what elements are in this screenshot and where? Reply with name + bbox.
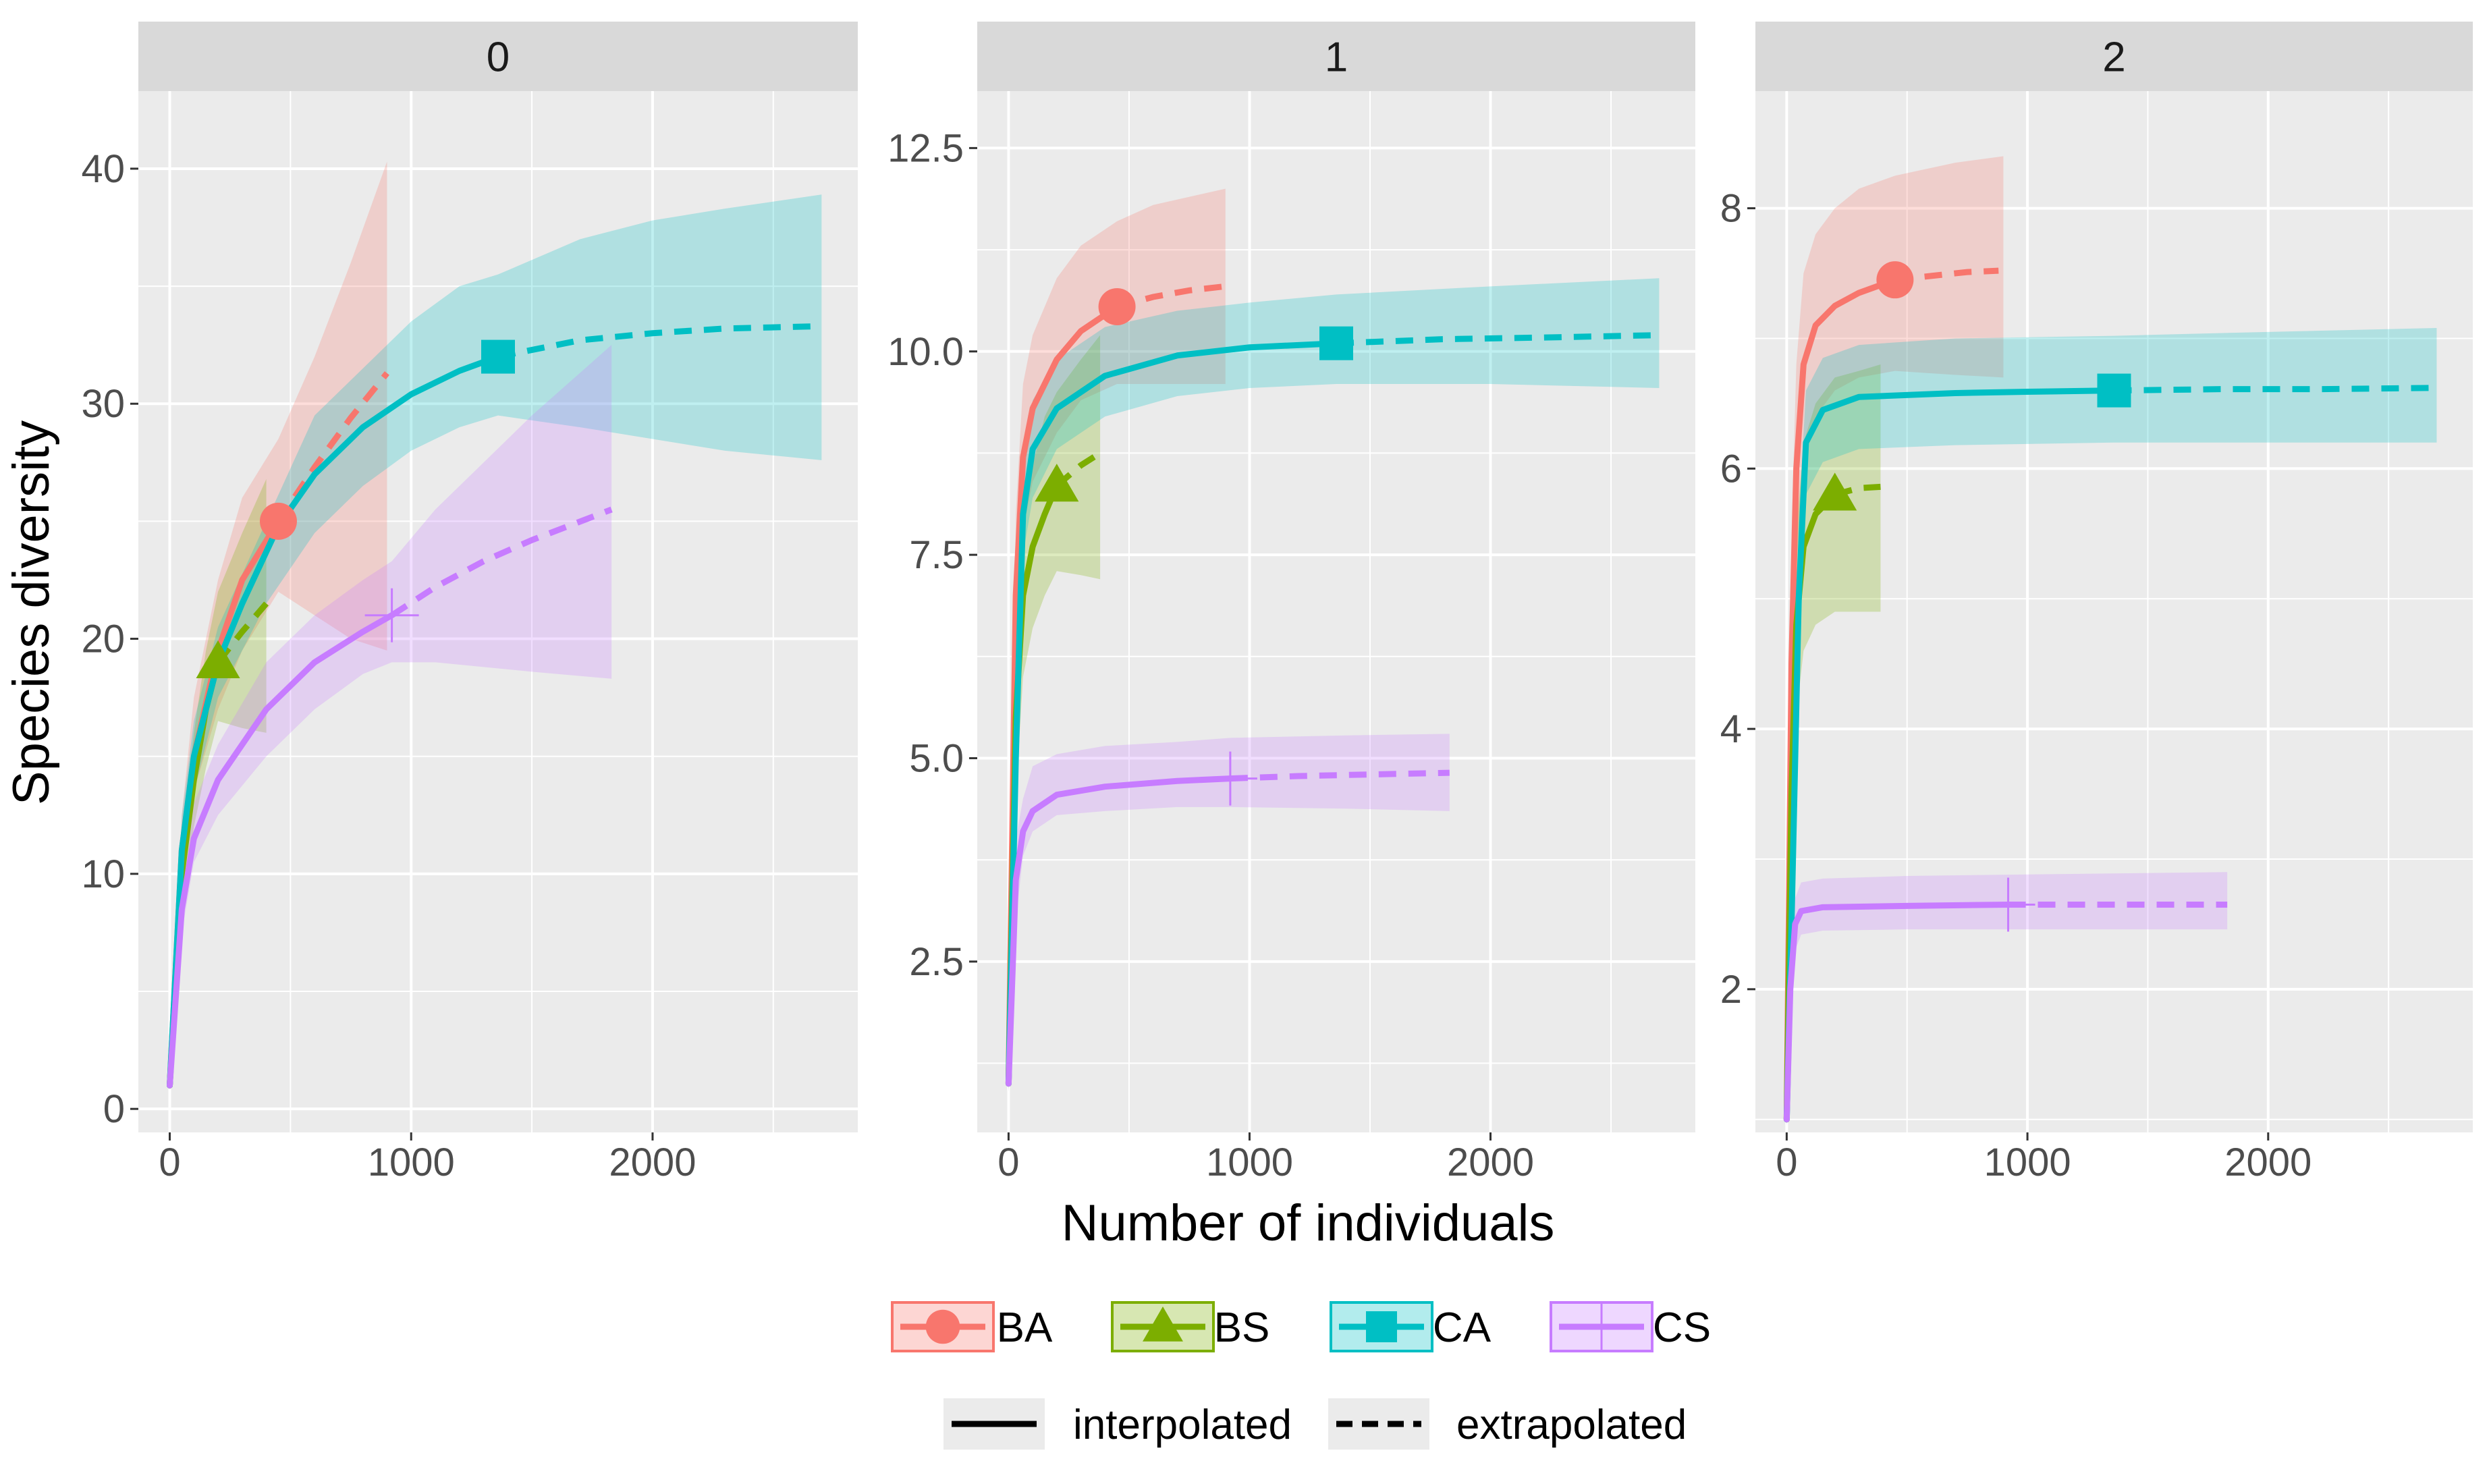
line-CA-interpolated: [1005, 340, 1340, 1087]
band-CS: [1008, 734, 1450, 1092]
legend-item-extrapolated: extrapolated: [1328, 1398, 1687, 1450]
legend-item-BA: BA: [891, 1301, 1053, 1352]
legend-item-CS: CS: [1550, 1301, 1711, 1352]
point-BA-observed: [259, 502, 297, 540]
strip-1-background: [977, 22, 1695, 91]
band-CS: [169, 345, 612, 1091]
point-BS-observed: [196, 640, 240, 679]
strip-2-label: 2: [2102, 34, 2125, 81]
band-BA: [169, 161, 387, 1091]
point-CA-observed: [1319, 326, 1353, 360]
panel-2-background: [1755, 91, 2473, 1132]
y-tick-label: 0: [103, 1087, 125, 1131]
y-tick-label: 30: [81, 382, 125, 426]
y-tick-label: 10: [81, 852, 125, 896]
line-CA-extrapolated: [1336, 332, 1660, 347]
point-CS-observed: [1981, 877, 2035, 932]
x-tick-label: 1000: [1206, 1141, 1293, 1184]
line-CA-interpolated: [1783, 387, 2117, 1123]
y-axis-title: Species diversity: [3, 420, 60, 805]
y-tick-label: 12.5: [887, 126, 964, 170]
x-tick-label: 2000: [1447, 1141, 1534, 1184]
line-BA-interpolated: [1783, 277, 1898, 1123]
panel-1-background: [977, 91, 1695, 1132]
legend-key-BS-symbol: [1143, 1307, 1183, 1342]
band-BS: [1008, 335, 1101, 1092]
line-CS-interpolated: [1783, 901, 2012, 1123]
x-tick-label: 0: [997, 1141, 1019, 1184]
strip-1-label: 1: [1325, 34, 1348, 81]
point-CA-observed: [481, 339, 515, 374]
x-tick-label: 2000: [609, 1141, 696, 1184]
panel-0-plot-area: [167, 161, 822, 1091]
band-CS: [1786, 872, 2228, 1126]
legend-label-CS: CS: [1653, 1304, 1711, 1351]
legend-item-BS: BS: [1111, 1301, 1270, 1352]
line-CA-extrapolated: [2114, 385, 2437, 394]
band-BS: [1786, 364, 1881, 1126]
point-CS-observed: [364, 588, 419, 642]
strip-0-background: [138, 22, 858, 91]
band-CA: [169, 194, 822, 1091]
point-BS-observed: [1035, 464, 1079, 502]
line-CS-interpolated: [167, 612, 395, 1089]
panel-1: 1 0 1000 2000 2.5 5.0 7.5 10.0 12.5: [887, 22, 1695, 1184]
line-CS-extrapolated: [1230, 769, 1450, 782]
legend-key-CA-symbol: [1366, 1311, 1397, 1342]
band-CA: [1008, 278, 1660, 1092]
point-CA-observed: [2097, 373, 2131, 408]
legend-label-BS: BS: [1214, 1304, 1270, 1351]
legend-label-CA: CA: [1433, 1304, 1492, 1351]
band-BA: [1786, 156, 2004, 1126]
legend-label-interpolated: interpolated: [1073, 1402, 1292, 1448]
x-tick-label: 1000: [368, 1141, 455, 1184]
point-BA-observed: [1098, 287, 1136, 325]
strip-0-label: 0: [487, 34, 510, 81]
y-tick-label: 5.0: [909, 736, 964, 780]
strip-2-background: [1755, 22, 2473, 91]
legend-key-BA-symbol: [925, 1309, 960, 1344]
y-tick-label: 8: [1720, 187, 1742, 231]
panel-1-plot-area: [1005, 188, 1660, 1092]
y-tick-label: 2: [1720, 968, 1742, 1012]
y-tick-label: 10.0: [887, 330, 964, 374]
x-tick-label: 0: [159, 1141, 180, 1184]
y-tick-label: 40: [81, 147, 125, 191]
line-CS-extrapolated: [390, 506, 613, 618]
legend-item-CA: CA: [1330, 1301, 1492, 1352]
legend-label-BA: BA: [997, 1304, 1053, 1351]
line-BA-extrapolated: [275, 371, 389, 523]
panel-2-plot-area: [1783, 156, 2437, 1126]
point-BA-observed: [1876, 261, 1914, 299]
y-tick-label: 20: [81, 617, 125, 661]
y-tick-label: 7.5: [909, 533, 964, 577]
line-BA-extrapolated: [1116, 283, 1226, 310]
y-tick-label: 2.5: [909, 940, 964, 984]
point-CS-observed: [1203, 751, 1257, 806]
legend-item-interpolated: interpolated: [943, 1398, 1292, 1450]
x-tick-label: 0: [1776, 1141, 1797, 1184]
line-CS-interpolated: [1005, 775, 1234, 1087]
legend-label-extrapolated: extrapolated: [1456, 1402, 1687, 1448]
point-BS-observed: [1813, 472, 1857, 511]
legend-key-CS-symbol: [1577, 1302, 1626, 1352]
line-BA-interpolated: [1005, 303, 1120, 1087]
line-BS-extrapolated: [215, 601, 269, 665]
band-BA: [1008, 188, 1226, 1092]
y-tick-label: 6: [1720, 447, 1742, 491]
x-tick-label: 1000: [1984, 1141, 2071, 1184]
band-CA: [1786, 328, 2437, 1126]
legend: BA BS CA CS interpolated extrapolated: [891, 1301, 1711, 1450]
x-axis-title: Number of individuals: [1062, 1194, 1555, 1252]
line-CA-extrapolated: [497, 323, 822, 360]
y-tick-label: 4: [1720, 707, 1742, 751]
x-tick-label: 2000: [2224, 1141, 2312, 1184]
panel-2: 2 0 1000 2000 2 4 6 8: [1720, 22, 2473, 1184]
